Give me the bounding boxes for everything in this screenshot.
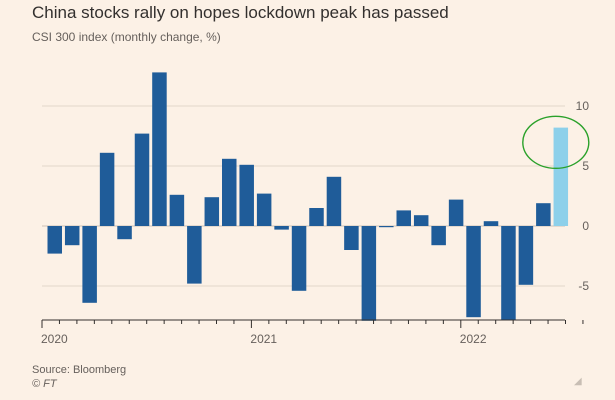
resize-handle-icon: ◢ <box>574 376 582 387</box>
bar-2022-03 <box>501 226 516 320</box>
bar-2022-04 <box>518 226 534 285</box>
bar-2020-11 <box>222 158 237 226</box>
bar-2021-05 <box>326 176 342 226</box>
y-tick-label: 5 <box>582 159 589 173</box>
annotation <box>522 115 590 170</box>
axes <box>41 319 584 328</box>
bar-2022-02 <box>483 221 499 226</box>
bar-2021-02 <box>274 226 289 230</box>
bar-2020-05 <box>117 226 132 240</box>
bar-2020-09 <box>187 226 202 284</box>
bar-2020-04 <box>99 152 115 226</box>
bar-2022-06 <box>553 127 569 226</box>
bar-2021-11 <box>431 226 446 246</box>
bar-2021-04 <box>309 208 324 226</box>
bar-2020-07 <box>152 72 167 227</box>
x-tick-label-2022: 2022 <box>460 332 487 346</box>
tick-labels: 10 5 0 -5 2020 2021 2022 <box>41 99 589 346</box>
bar-2021-10 <box>413 215 429 226</box>
bar-2020-08 <box>169 194 185 226</box>
bar-2021-08 <box>379 226 394 228</box>
chart-title: China stocks rally on hopes lockdown pea… <box>32 3 449 22</box>
source-note: Source: Bloomberg <box>32 364 127 376</box>
bar-2021-09 <box>396 210 411 226</box>
x-tick-label-2020: 2020 <box>41 332 68 346</box>
bar-2020-06 <box>134 133 150 226</box>
bar-2021-03 <box>291 226 307 291</box>
bar-2021-01 <box>256 193 272 226</box>
credit-note: © FT <box>32 378 57 390</box>
bar-2020-12 <box>239 164 254 226</box>
chart-subtitle: CSI 300 index (monthly change, %) <box>32 30 221 44</box>
bar-2020-01 <box>47 226 62 254</box>
bar-2020-03 <box>82 226 97 303</box>
annotation-circle <box>522 115 590 170</box>
bar-2021-07 <box>361 226 377 321</box>
bar-2020-10 <box>204 197 220 226</box>
bar-2022-01 <box>466 226 481 318</box>
bar-2021-06 <box>344 226 359 250</box>
bar-2020-02 <box>64 226 80 246</box>
y-tick-label: -5 <box>578 279 589 293</box>
y-tick-label: 0 <box>582 219 589 233</box>
y-tick-label: 10 <box>576 99 590 113</box>
bar-2022-05 <box>536 203 551 226</box>
bar-2021-12 <box>448 199 464 226</box>
bars <box>47 72 569 321</box>
x-tick-label-2021: 2021 <box>250 332 277 346</box>
